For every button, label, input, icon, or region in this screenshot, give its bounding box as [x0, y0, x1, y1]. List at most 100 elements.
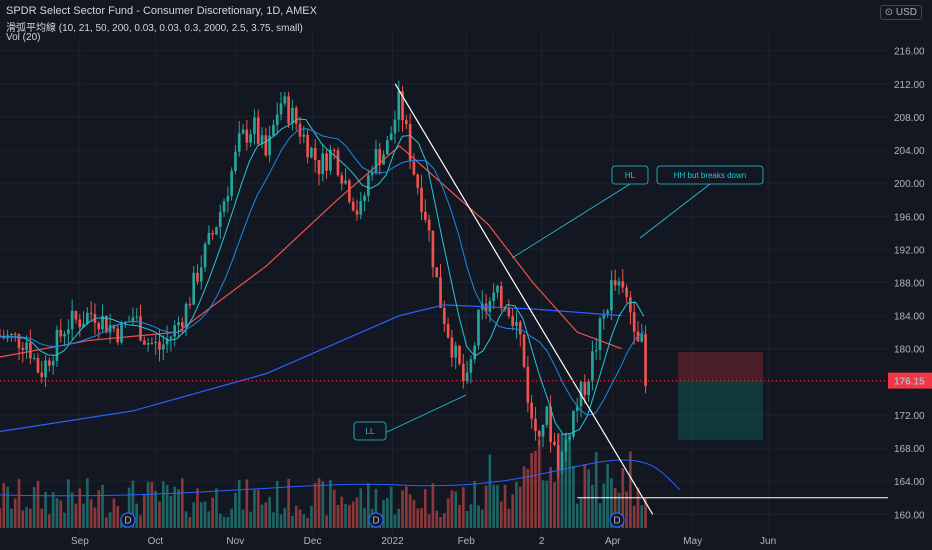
ma-10-line — [0, 118, 645, 436]
volume-bar — [253, 489, 256, 528]
candle-body — [325, 153, 328, 171]
volume-bar — [13, 498, 17, 528]
volume-bar — [446, 498, 450, 528]
candle-body — [610, 280, 613, 311]
volume-bar — [67, 479, 70, 528]
volume-bar — [484, 485, 488, 528]
candle-body — [154, 341, 158, 344]
volume-bar — [40, 508, 44, 528]
candle-body — [351, 201, 355, 211]
take-profit-zone — [678, 380, 763, 440]
price-axis[interactable]: 216.00 212.00 208.00 204.00 200.00 196.00 192.… — [888, 47, 932, 522]
volume-bar — [613, 488, 617, 528]
y-tick-label: 212.00 — [894, 80, 925, 91]
candle-body — [363, 195, 366, 202]
candle-body — [101, 315, 104, 330]
volume-bar — [17, 479, 21, 528]
volume-bar — [549, 467, 552, 528]
candle-body — [583, 381, 587, 396]
candle-body — [499, 286, 503, 309]
volume-bar — [260, 504, 264, 528]
candle-body — [78, 319, 82, 328]
volume-bar — [431, 483, 435, 528]
candle-body — [215, 226, 218, 235]
volume-bar — [310, 505, 313, 528]
x-tick-label: Sep — [71, 536, 89, 547]
volume-bar — [423, 489, 427, 528]
candle-body — [386, 140, 389, 155]
volume-bar — [537, 439, 541, 528]
candle-body — [594, 350, 598, 352]
volume-bar — [177, 489, 180, 528]
volume-bar — [283, 508, 287, 528]
candle-body — [32, 357, 36, 359]
volume-bar — [420, 508, 423, 528]
volume-bar — [503, 484, 507, 528]
volume-bar — [10, 508, 13, 528]
candle-body — [63, 333, 66, 337]
x-tick-label: Jun — [760, 536, 776, 547]
candle-body — [51, 360, 55, 366]
candle-body — [241, 129, 245, 134]
volume-bar — [74, 503, 78, 528]
candle-body — [541, 425, 545, 437]
volume-bar — [139, 515, 142, 528]
candle-body — [207, 232, 211, 245]
volume-bar — [556, 433, 560, 528]
candle-body — [317, 160, 321, 175]
volume-bar — [579, 498, 583, 528]
volume-bar — [541, 480, 545, 528]
volume-bar — [2, 482, 6, 528]
candle-body — [515, 321, 518, 326]
candle-body — [332, 149, 336, 151]
volume-bar — [215, 488, 218, 528]
volume-bar — [55, 498, 59, 528]
candle-body — [283, 96, 287, 104]
volume-bar — [450, 490, 454, 528]
y-tick-label: 204.00 — [894, 146, 925, 157]
y-tick-label: 164.00 — [894, 477, 925, 488]
currency-label: USD — [895, 7, 917, 18]
candle-body — [211, 232, 214, 235]
volume-bar — [298, 509, 302, 528]
candle-body — [336, 150, 340, 176]
candle-body — [184, 303, 188, 328]
volume-bar — [321, 481, 325, 528]
volume-bar — [36, 480, 40, 528]
y-tick-label: 168.00 — [894, 444, 925, 455]
candle-body — [370, 172, 374, 176]
volume-bar — [161, 481, 165, 528]
volume-bar — [108, 512, 112, 528]
time-axis[interactable]: Sep Oct Nov Dec 2022 Feb 2 Apr May Jun — [71, 536, 776, 547]
volume-bar — [526, 468, 530, 528]
candle-body — [196, 272, 199, 282]
candle-body — [40, 372, 44, 378]
candle-body — [427, 219, 431, 231]
candle-body — [359, 201, 363, 215]
volume-bar — [518, 486, 522, 528]
candle-body — [401, 91, 404, 121]
volume-bar — [158, 501, 161, 528]
candle-body — [378, 149, 382, 165]
y-tick-label: 200.00 — [894, 179, 925, 190]
volume-bar — [594, 452, 598, 528]
price-badge-bg — [888, 372, 932, 389]
candle-body — [86, 312, 89, 324]
volume-bar — [598, 503, 602, 528]
volume-bar — [173, 486, 177, 528]
candle-body — [256, 117, 260, 144]
volume-bar — [511, 494, 514, 528]
drawings-layer[interactable]: HL HH but breaks down LL D D D — [0, 83, 888, 528]
currency-selector[interactable]: ⊙ USD — [879, 5, 922, 20]
candle-body — [74, 310, 78, 320]
candle-body — [477, 309, 480, 346]
y-tick-label: 208.00 — [894, 113, 925, 124]
volume-bar — [82, 503, 85, 528]
volume-bar — [196, 488, 199, 528]
x-tick-label: Nov — [226, 536, 244, 547]
volume-bar — [135, 503, 139, 528]
candle-body — [526, 366, 530, 403]
candle-body — [82, 323, 85, 328]
volume-bar — [488, 454, 492, 528]
